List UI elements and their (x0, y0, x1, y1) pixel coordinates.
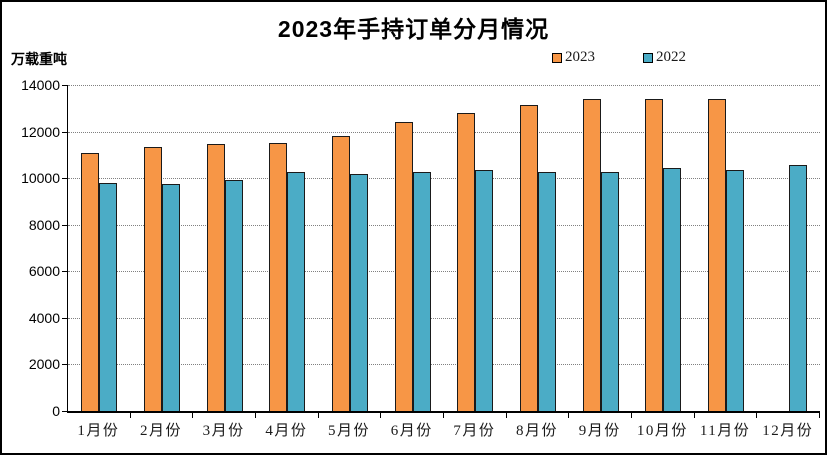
category-slot-9月份 (569, 85, 632, 411)
bar-2022-10月份 (663, 167, 682, 411)
category-slot-4月份 (256, 85, 319, 411)
bar-2023-11月份 (708, 98, 727, 411)
bar-2023-10月份 (645, 98, 664, 411)
plot-area (62, 85, 820, 418)
y-axis-tick (62, 364, 68, 366)
x-axis-tick (255, 413, 256, 418)
gridline (68, 364, 820, 366)
x-axis-label-10月份: 10月份 (636, 423, 688, 439)
gridline (68, 85, 820, 86)
legend-swatch-2022 (643, 52, 653, 63)
x-axis-label-6月份: 6月份 (390, 423, 433, 439)
y-axis-tick (62, 224, 68, 226)
x-axis-label-1月份: 1月份 (77, 423, 120, 439)
bar-2023-4月份 (269, 143, 288, 411)
bar-2022-12月份 (788, 165, 807, 411)
bar-2023-1月份 (81, 152, 100, 411)
gridline (68, 271, 820, 273)
bar-2022-11月份 (726, 170, 745, 411)
y-axis-tick (62, 178, 68, 180)
bar-2022-6月份 (412, 172, 431, 411)
category-slot-8月份 (507, 85, 570, 411)
y-axis-tick-label: 14000 (21, 77, 60, 93)
chart-title: 2023年手持订单分月情况 (277, 16, 550, 42)
y-axis-tick (62, 85, 68, 86)
y-axis-unit-label: 万载重吨 (11, 51, 67, 67)
y-axis-tick-label: 0 (52, 403, 60, 419)
gridline (68, 317, 820, 319)
x-axis-label-12月份: 12月份 (762, 423, 814, 439)
category-slot-3月份 (193, 85, 256, 411)
legend-item-2023: 2023 (552, 49, 595, 66)
gridline (68, 178, 820, 180)
x-axis-label-2月份: 2月份 (140, 423, 183, 439)
x-axis-tick (631, 413, 632, 418)
y-axis-tick-label: 4000 (28, 309, 60, 326)
legend-label-2023: 2023 (565, 49, 595, 65)
category-slot-6月份 (381, 85, 444, 411)
bars-layer (68, 85, 820, 411)
bar-2023-6月份 (394, 122, 413, 411)
bar-2022-2月份 (162, 183, 180, 411)
bar-2023-9月份 (582, 98, 601, 411)
y-axis-tick (62, 131, 68, 133)
x-axis-label-4月份: 4月份 (265, 423, 308, 439)
category-slot-1月份 (68, 85, 131, 411)
y-axis-tick-label: 6000 (28, 263, 60, 280)
x-axis-tick (443, 413, 444, 418)
x-axis-tick (819, 413, 820, 418)
category-slot-11月份 (695, 85, 758, 411)
x-axis-label-11月份: 11月份 (699, 423, 751, 439)
gridline (68, 131, 820, 133)
bar-2023-8月份 (520, 104, 539, 411)
x-axis-label-7月份: 7月份 (453, 423, 496, 439)
y-axis-tick-label: 12000 (21, 123, 60, 140)
legend-swatch-2023 (552, 52, 562, 63)
legend-item-2022: 2022 (643, 49, 686, 66)
bar-2022-7月份 (475, 170, 494, 411)
x-axis-label-9月份: 9月份 (578, 423, 621, 439)
bar-2022-4月份 (287, 172, 306, 411)
bar-2022-1月份 (99, 182, 118, 411)
y-axis-tick (62, 411, 68, 412)
x-axis-tick (756, 413, 758, 418)
y-axis-tick (62, 271, 68, 273)
x-axis-tick (192, 413, 194, 418)
y-axis-tick-label: 8000 (28, 216, 60, 233)
x-axis-tick (380, 413, 382, 418)
x-axis-labels: 1月份 2月份 3月份 4月份 5月份 6月份 7月份 8月份 9月份 10月份 11月份 12月份 (67, 419, 819, 440)
y-axis-labels: 0 2000 4000 6000 8000 10000 12000 14000 (2, 77, 60, 419)
bar-2022-9月份 (600, 172, 619, 411)
bar-2022-5月份 (350, 173, 369, 411)
x-axis-tick (317, 413, 319, 418)
x-axis-label-5月份: 5月份 (328, 423, 371, 439)
category-slot-5月份 (319, 85, 382, 411)
bar-2023-7月份 (457, 112, 476, 411)
bar-2022-3月份 (224, 180, 243, 411)
y-axis-tick-label: 2000 (28, 356, 60, 373)
x-axis-tick (129, 413, 131, 418)
category-slot-12月份 (757, 85, 820, 411)
x-axis-label-8月份: 8月份 (516, 423, 559, 439)
gridline (68, 224, 820, 226)
bar-2023-5月份 (332, 136, 351, 411)
x-axis-tick (693, 413, 695, 418)
category-slot-7月份 (444, 85, 507, 411)
bar-2022-8月份 (538, 172, 557, 411)
legend: 2023 2022 (552, 49, 686, 66)
x-axis-tick (568, 413, 570, 418)
bar-2023-2月份 (144, 146, 162, 411)
category-slot-2月份 (131, 85, 194, 411)
y-axis-tick-label: 10000 (21, 170, 60, 187)
category-slot-10月份 (632, 85, 695, 411)
legend-label-2022: 2022 (656, 49, 686, 65)
bar-2023-3月份 (206, 144, 225, 411)
x-axis-label-3月份: 3月份 (202, 423, 245, 439)
x-axis-tick (505, 413, 507, 418)
y-axis-tick (62, 317, 68, 319)
